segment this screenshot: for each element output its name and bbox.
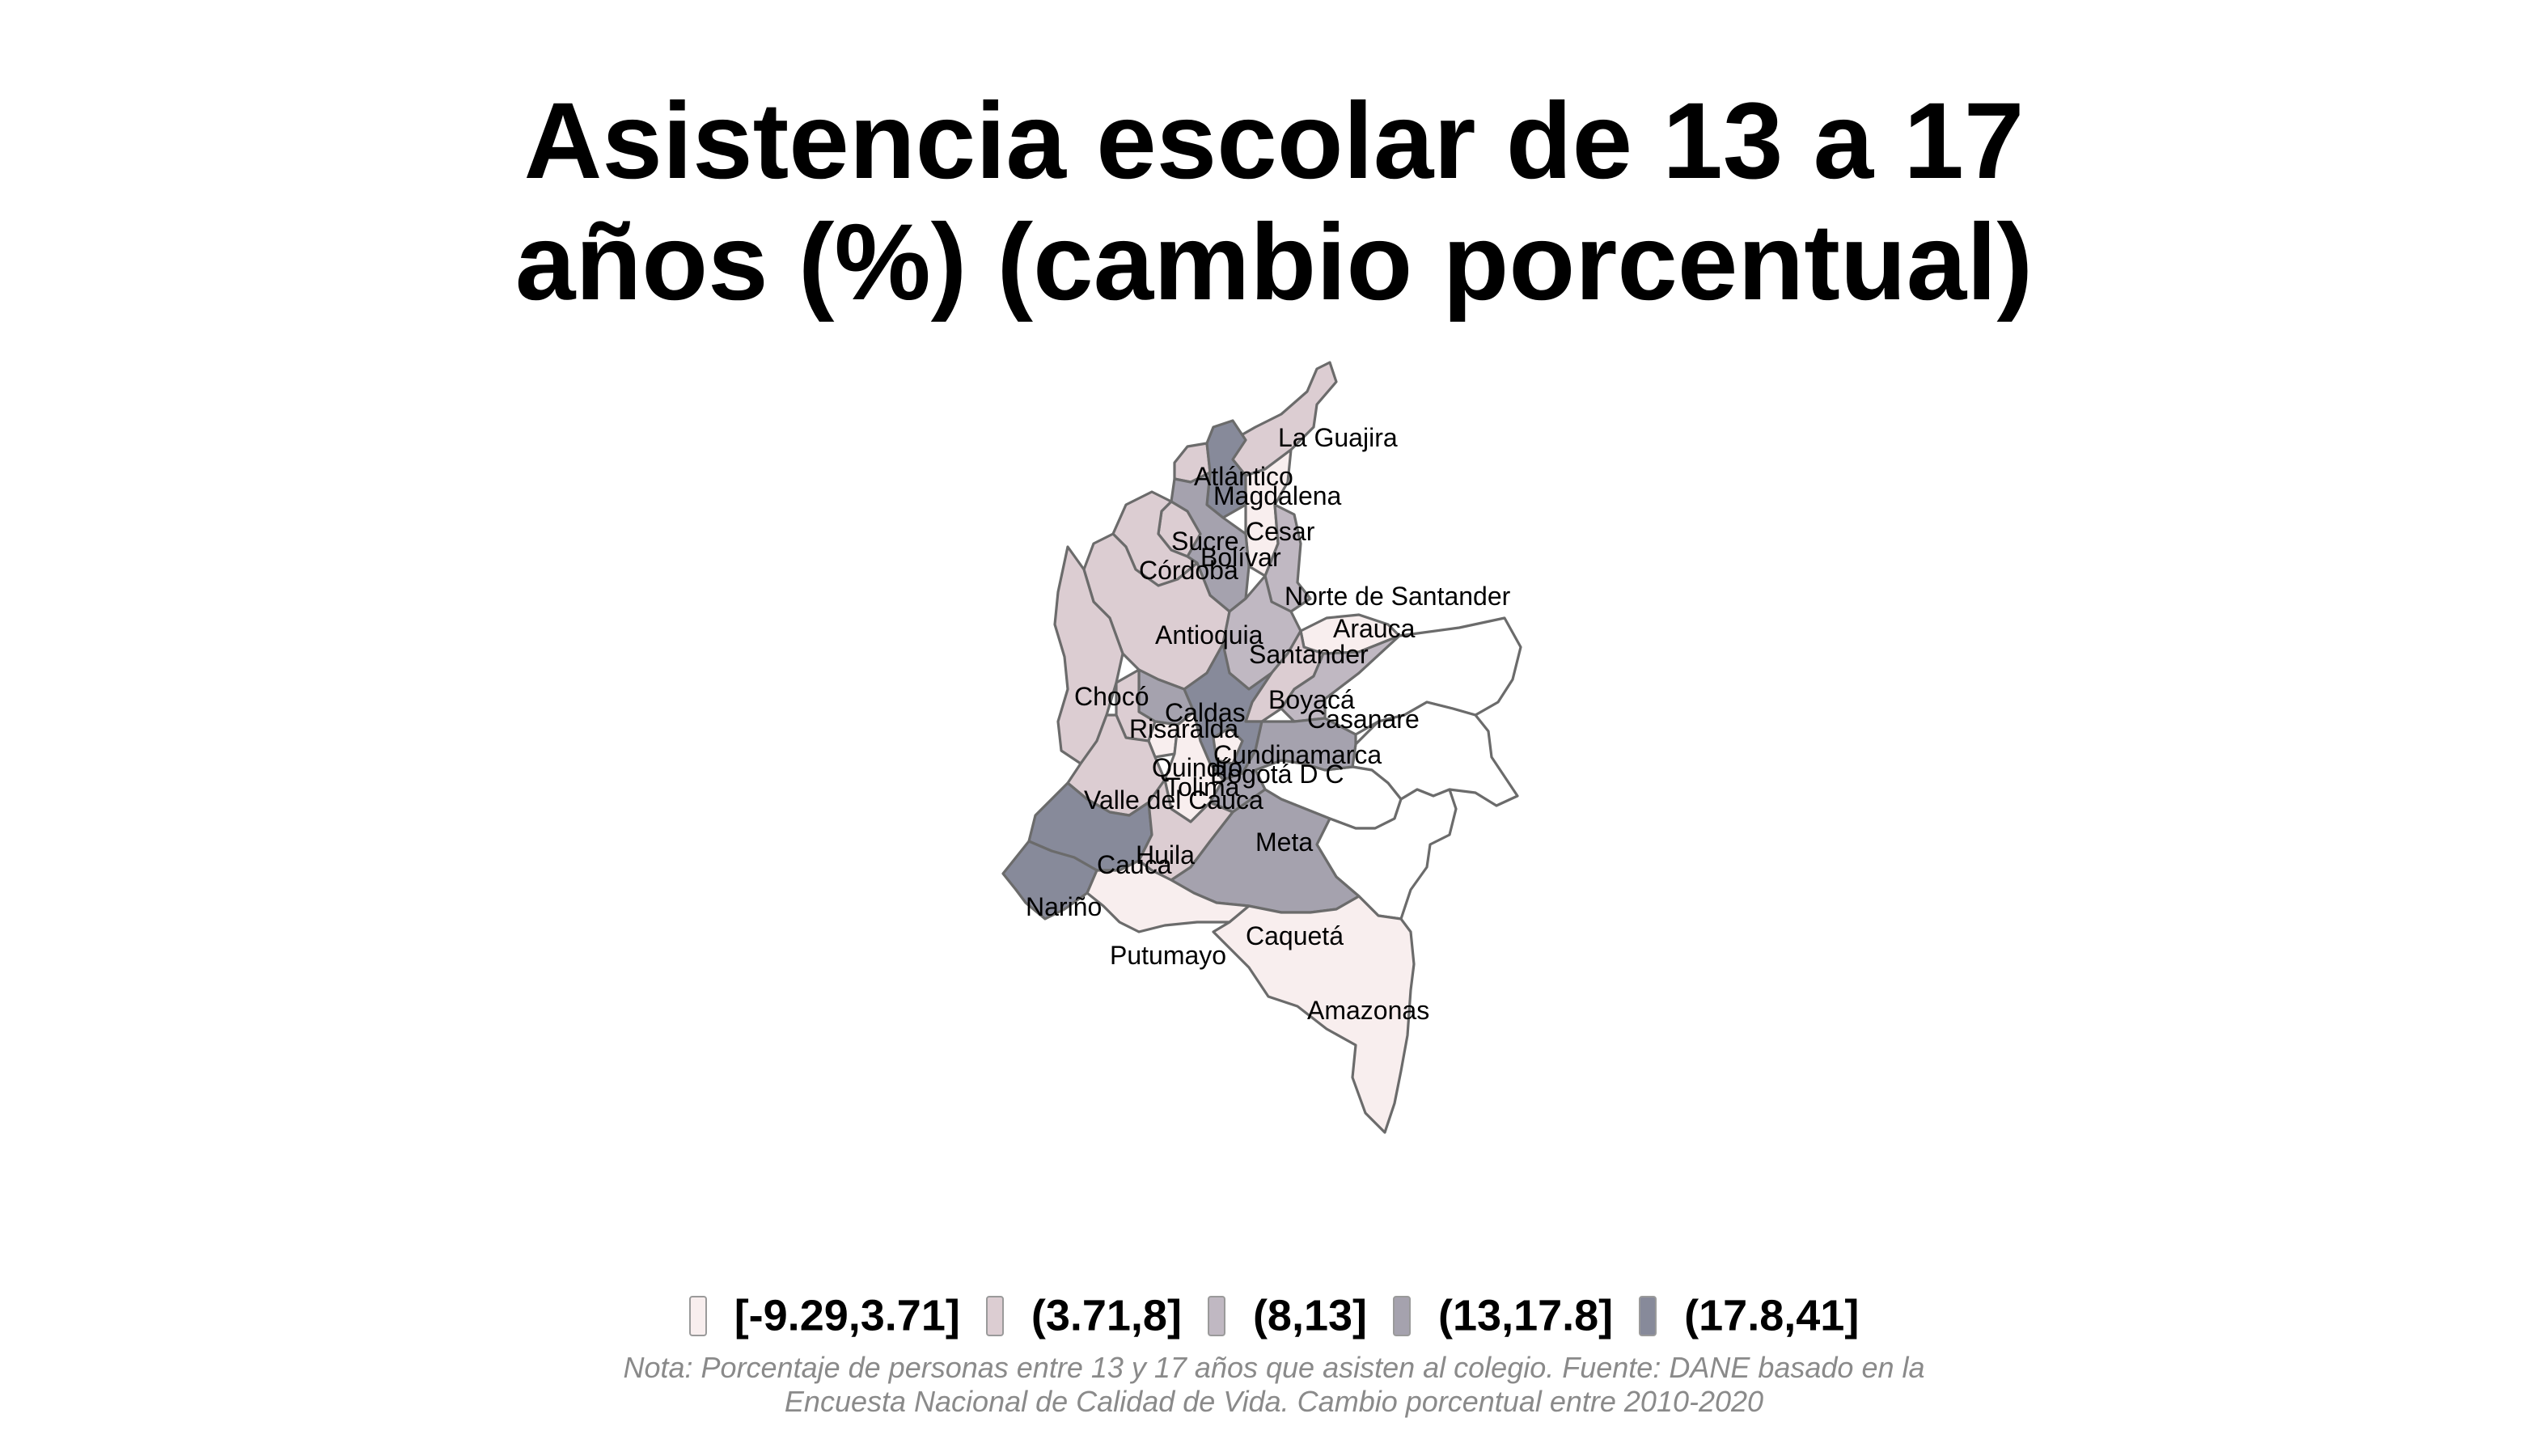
map-title-line-2: años (%) (cambio porcentual) xyxy=(514,202,2034,323)
dept-label-amazonas: Amazonas xyxy=(1307,996,1429,1025)
legend-item: (3.71,8] xyxy=(985,1288,1182,1341)
dept-label-bogota-d-c: Bogotá D C xyxy=(1210,760,1344,789)
dept-label-casanare: Casanare xyxy=(1307,705,1420,734)
legend-label: (8,13] xyxy=(1252,1291,1368,1340)
legend-item: (13,17.8] xyxy=(1393,1288,1613,1341)
legend-swatch xyxy=(688,1295,707,1336)
dept-label-atlantico: Atlántico xyxy=(1194,462,1293,491)
dept-label-santander: Santander xyxy=(1249,640,1369,669)
legend-item: [-9.29,3.71] xyxy=(688,1288,960,1341)
map-title: Asistencia escolar de 13 a 17 años (%) (… xyxy=(0,81,2548,324)
dept-label-cesar: Cesar xyxy=(1246,517,1315,546)
dept-label-tolima: Tolima xyxy=(1165,772,1240,802)
dept-label-narino: Nariño xyxy=(1026,892,1102,921)
dept-label-cundinamarca: Cundinamarca xyxy=(1213,740,1382,769)
legend-swatch xyxy=(985,1295,1004,1336)
dept-label-cauca: Cauca xyxy=(1097,850,1172,879)
dept-label-boyaca: Boyacá xyxy=(1268,685,1355,714)
dept-label-cordoba: Córdoba xyxy=(1139,556,1238,585)
dept-label-caqueta: Caquetá xyxy=(1246,921,1344,950)
legend-swatch xyxy=(1393,1295,1412,1336)
source-note: Nota: Porcentaje de personas entre 13 y … xyxy=(0,1351,2548,1419)
legend-label: (17.8,41] xyxy=(1684,1291,1860,1340)
dept-label-sucre: Sucre xyxy=(1171,527,1239,556)
dept-label-choco: Chocó xyxy=(1074,682,1149,711)
dept-putumayo xyxy=(1086,859,1251,933)
legend-item: (8,13] xyxy=(1207,1288,1368,1341)
legend-swatch xyxy=(1639,1295,1657,1336)
dept-label-quindio: Quindío xyxy=(1152,753,1242,782)
dept-label-meta: Meta xyxy=(1255,827,1313,857)
colombia-choropleth-map: La GuajiraAtlánticoMagdalenaCesarSucreBo… xyxy=(1001,361,1522,1134)
dept-label-risaralda: Risaralda xyxy=(1129,714,1238,743)
dept-bogota-d-c xyxy=(1212,726,1244,765)
dept-label-valle-del-cauca: Valle del Cauca xyxy=(1084,785,1263,815)
legend-label: (13,17.8] xyxy=(1438,1291,1614,1340)
dept-label-la-guajira: La Guajira xyxy=(1278,423,1398,452)
dept-label-norte-de-santander: Norte de Santander xyxy=(1285,582,1511,611)
dept-amazonas xyxy=(1212,895,1416,1134)
dept-label-antioquia: Antioquia xyxy=(1155,620,1263,650)
dept-label-bolivar: Bolívar xyxy=(1200,543,1281,572)
dept-label-arauca: Arauca xyxy=(1333,614,1416,643)
legend-label: [-9.29,3.71] xyxy=(734,1291,960,1340)
legend-swatch xyxy=(1207,1295,1225,1336)
dept-label-magdalena: Magdalena xyxy=(1213,481,1342,510)
dept-label-caldas: Caldas xyxy=(1165,698,1246,727)
map-title-line-1: Asistencia escolar de 13 a 17 xyxy=(523,81,2025,201)
source-note-line-2: Encuesta Nacional de Calidad de Vida. Ca… xyxy=(784,1385,1764,1418)
source-note-line-1: Nota: Porcentaje de personas entre 13 y … xyxy=(623,1351,1925,1384)
legend-item: (17.8,41] xyxy=(1639,1288,1859,1341)
dept-label-putumayo: Putumayo xyxy=(1110,941,1226,970)
legend: [-9.29,3.71] (3.71,8] (8,13] (13,17.8] (17.8… xyxy=(0,1286,2548,1341)
legend-label: (3.71,8] xyxy=(1031,1291,1182,1340)
dept-label-huila: Huila xyxy=(1136,840,1195,870)
